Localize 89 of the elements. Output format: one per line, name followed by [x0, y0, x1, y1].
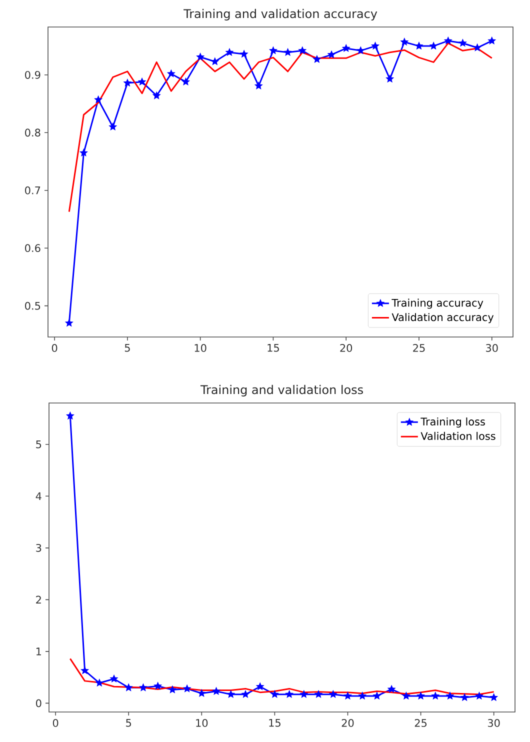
- point: [446, 691, 454, 700]
- point: [225, 48, 234, 56]
- point: [212, 686, 221, 695]
- point: [431, 691, 440, 700]
- x-tick-label: 5: [126, 719, 132, 727]
- point: [473, 43, 482, 52]
- x-tick-label: 30: [488, 719, 500, 727]
- point: [370, 42, 380, 50]
- point: [386, 74, 394, 83]
- y-tick-label: 5: [36, 440, 42, 448]
- point: [474, 691, 484, 700]
- point: [356, 46, 365, 54]
- point: [181, 77, 190, 86]
- point: [342, 44, 350, 52]
- point: [108, 122, 118, 130]
- point: [94, 95, 103, 104]
- point: [95, 678, 104, 687]
- x-tick-label: 0: [52, 344, 58, 352]
- point: [400, 38, 409, 46]
- point: [64, 318, 74, 327]
- y-tick-label: 0.7: [25, 186, 40, 194]
- point: [241, 690, 250, 698]
- point: [168, 685, 177, 694]
- point: [488, 36, 496, 44]
- point: [268, 46, 278, 54]
- point: [79, 148, 88, 156]
- y-tick-label: 1: [36, 648, 42, 656]
- point: [240, 50, 248, 58]
- point: [124, 683, 133, 692]
- point: [298, 46, 307, 54]
- point: [270, 690, 279, 698]
- point: [358, 691, 367, 700]
- point: [226, 690, 236, 698]
- point: [166, 69, 176, 78]
- point: [66, 411, 74, 420]
- point: [429, 42, 438, 50]
- y-tick-label: 2: [36, 596, 41, 604]
- point: [285, 690, 294, 698]
- x-tick-label: 10: [194, 344, 206, 352]
- point: [458, 38, 467, 47]
- x-tick-label: 15: [269, 719, 280, 727]
- point: [138, 77, 146, 86]
- point: [387, 684, 396, 693]
- y-tick-label: 0.5: [25, 302, 40, 310]
- y-tick-label: 0: [36, 699, 42, 708]
- y-tick-label: 3: [36, 544, 42, 552]
- legend-label: Validation accuracy: [392, 313, 494, 324]
- y-tick-label: 0.8: [25, 128, 40, 137]
- y-tick-label: 4: [36, 492, 42, 500]
- point: [312, 54, 322, 63]
- x-tick-label: 25: [413, 344, 425, 352]
- point: [123, 78, 132, 87]
- point: [327, 50, 336, 58]
- x-tick-label: 5: [124, 344, 130, 352]
- point: [300, 690, 308, 698]
- chart-title: Training and validation loss: [200, 384, 363, 396]
- point: [416, 691, 426, 700]
- point: [372, 691, 382, 700]
- point: [196, 52, 205, 61]
- x-tick-label: 20: [342, 719, 354, 727]
- point: [284, 48, 292, 56]
- legend-label: Training accuracy: [392, 298, 484, 309]
- y-tick-label: 0.9: [25, 70, 40, 79]
- point: [152, 91, 161, 100]
- point: [256, 682, 264, 690]
- x-tick-label: 25: [414, 719, 427, 727]
- x-tick-label: 30: [486, 344, 498, 352]
- point: [80, 666, 90, 674]
- point: [154, 682, 162, 690]
- legend-label: Validation loss: [420, 432, 496, 440]
- point: [110, 674, 118, 683]
- x-tick-label: 20: [340, 344, 352, 352]
- point: [490, 693, 498, 702]
- point: [210, 57, 220, 66]
- point: [182, 684, 192, 692]
- x-tick-label: 0: [52, 719, 58, 727]
- point: [444, 36, 452, 44]
- point: [254, 81, 263, 90]
- point: [343, 691, 352, 700]
- legend-label: Training loss: [420, 417, 485, 428]
- point: [328, 690, 338, 698]
- x-tick-label: 15: [268, 344, 279, 352]
- point: [138, 683, 148, 692]
- chart-title: Training and validation accuracy: [184, 8, 378, 20]
- point: [460, 693, 469, 702]
- y-tick-label: 0.6: [25, 244, 40, 252]
- point: [314, 690, 323, 698]
- x-tick-label: 10: [196, 719, 208, 727]
- point: [402, 691, 410, 700]
